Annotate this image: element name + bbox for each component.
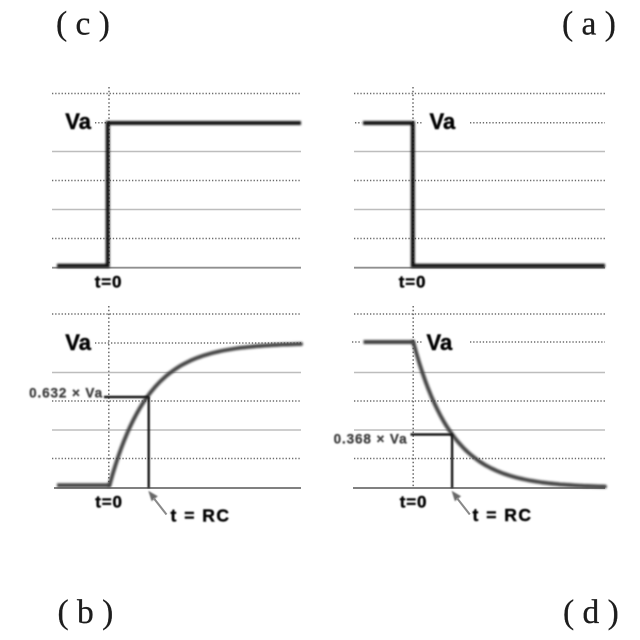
svg-text:t=0: t=0 — [95, 273, 122, 292]
svg-text:Va: Va — [65, 109, 91, 134]
svg-text:Va: Va — [430, 109, 456, 134]
svg-text:t=0: t=0 — [400, 493, 427, 512]
svg-text:( b ): ( b ) — [58, 594, 114, 631]
svg-text:( a ): ( a ) — [562, 6, 616, 43]
svg-text:( c ): ( c ) — [56, 6, 110, 43]
svg-text:Va: Va — [427, 330, 453, 355]
svg-text:( d ): ( d ) — [563, 594, 619, 631]
svg-text:Va: Va — [65, 330, 91, 355]
svg-text:t=0: t=0 — [399, 273, 426, 292]
svg-text:t=0: t=0 — [95, 493, 122, 512]
svg-text:t = RC: t = RC — [171, 506, 231, 526]
svg-text:t = RC: t = RC — [473, 505, 533, 525]
svg-text:0.368 × Va: 0.368 × Va — [334, 432, 408, 447]
svg-text:0.632 × Va: 0.632 × Va — [29, 386, 103, 401]
